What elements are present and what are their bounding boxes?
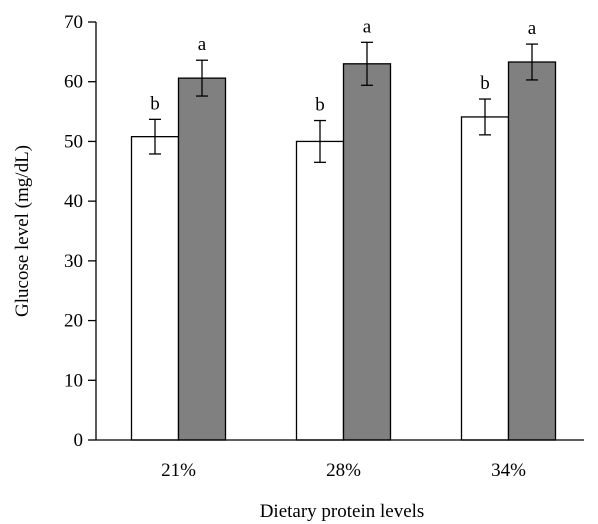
y-tick-label: 50 [64,131,83,152]
significance-letter: b [315,95,325,116]
x-axis-title: Dietary protein levels [260,501,425,522]
significance-labels: b a b a b a [150,16,537,115]
y-tick-label: 60 [64,72,83,93]
bar [460,116,510,441]
bar [342,63,392,441]
y-tick-label: 10 [64,370,83,391]
bar [295,140,345,441]
y-tick-label: 0 [74,430,84,451]
bars [130,61,557,441]
x-tick-label: 21% [161,460,196,481]
significance-letter: a [528,18,537,39]
x-axis-tick-labels: 21% 28% 34% [161,460,526,481]
y-tick-label: 30 [64,251,83,272]
bar [507,61,557,441]
bar [130,136,180,441]
bar [177,77,227,441]
y-tick-label: 20 [64,311,83,332]
significance-letter: a [363,16,372,37]
y-tick-label: 40 [64,191,83,212]
y-axis-title: Glucose level (mg/dL) [12,145,33,317]
y-tick-label: 70 [64,12,83,33]
y-axis-ticks: 0 10 20 30 40 50 60 70 [64,12,96,451]
significance-letter: a [198,34,207,55]
x-tick-label: 28% [326,460,361,481]
x-tick-label: 34% [491,460,526,481]
significance-letter: b [150,93,160,114]
significance-letter: b [480,73,490,94]
error-bars [149,41,538,163]
